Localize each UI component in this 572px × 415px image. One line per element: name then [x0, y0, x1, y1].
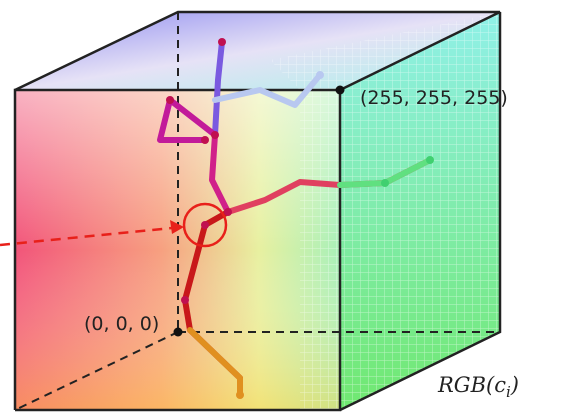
cube — [15, 12, 500, 410]
cube-grid — [270, 12, 500, 410]
white-corner-dot — [336, 86, 345, 95]
black-corner-dot — [174, 328, 183, 337]
function-close: ) — [510, 373, 519, 397]
black-corner-label: (0, 0, 0) — [84, 313, 159, 335]
function-name: RGB( — [437, 373, 495, 397]
function-variable: c — [494, 373, 506, 397]
color-function-label: RGB(ci) — [437, 373, 519, 401]
white-corner-label: (255, 255, 255) — [360, 87, 508, 109]
rgb-cube-diagram: (255, 255, 255) (0, 0, 0) RGB(ci) — [0, 0, 572, 415]
